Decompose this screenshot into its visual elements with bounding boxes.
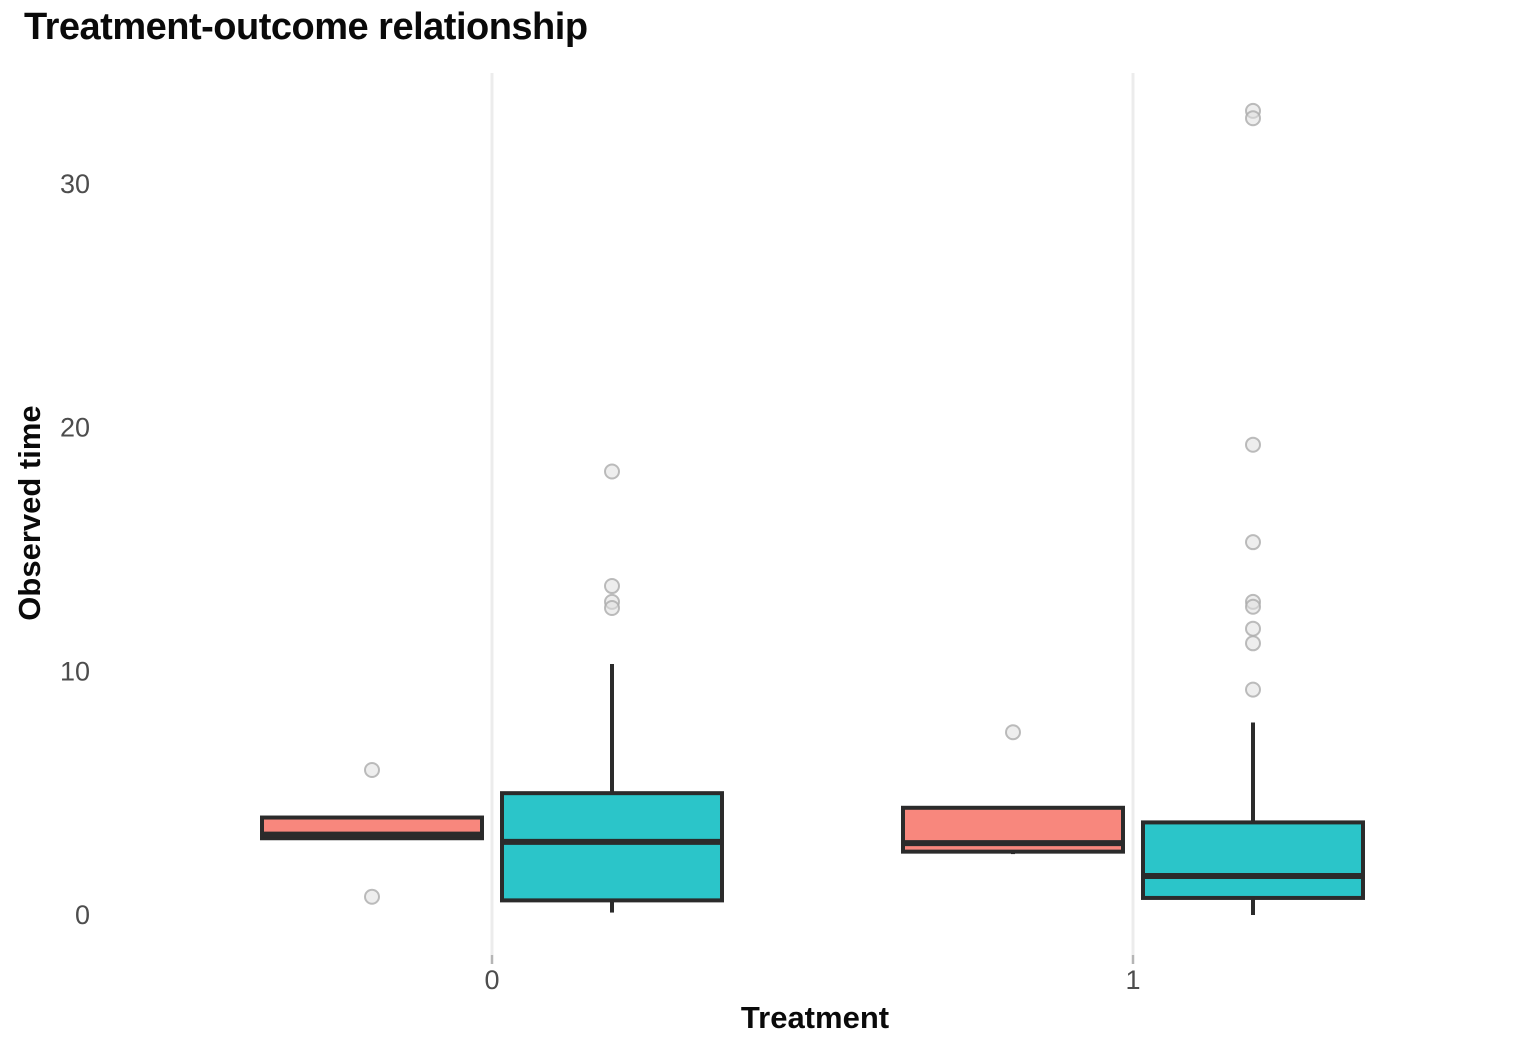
chart-title: Treatment-outcome relationship [24, 6, 588, 48]
outlier-point-teal-group-cat0 [604, 599, 620, 616]
outlier-point-salmon-group-cat0 [364, 888, 380, 905]
outlier-point-salmon-group-cat0 [364, 762, 380, 779]
outlier-point-teal-group-cat1 [1245, 436, 1261, 453]
y-tick-label-0: 0 [75, 900, 90, 930]
outlier-point-teal-group-cat1 [1245, 620, 1261, 637]
outlier-point-teal-group-cat0 [604, 463, 620, 480]
outlier-point-teal-group-cat1 [1245, 110, 1261, 127]
y-tick-label-10: 10 [60, 656, 90, 686]
x-tick-label-1: 1 [1125, 965, 1140, 995]
x-tick-label-0: 0 [484, 965, 499, 995]
outlier-point-teal-group-cat1 [1245, 681, 1261, 698]
outlier-point-teal-group-cat1 [1245, 598, 1261, 615]
outlier-point-teal-group-cat1 [1245, 534, 1261, 551]
outlier-point-teal-group-cat1 [1245, 635, 1261, 652]
y-tick-label-30: 30 [60, 169, 90, 199]
box-teal-group-cat0 [500, 791, 724, 903]
y-tick-label-20: 20 [60, 413, 90, 443]
x-axis-title: Treatment [740, 1000, 890, 1035]
outlier-point-teal-group-cat0 [604, 578, 620, 595]
box-teal-group-cat1 [1141, 820, 1365, 900]
outlier-point-salmon-group-cat1 [1005, 724, 1021, 741]
